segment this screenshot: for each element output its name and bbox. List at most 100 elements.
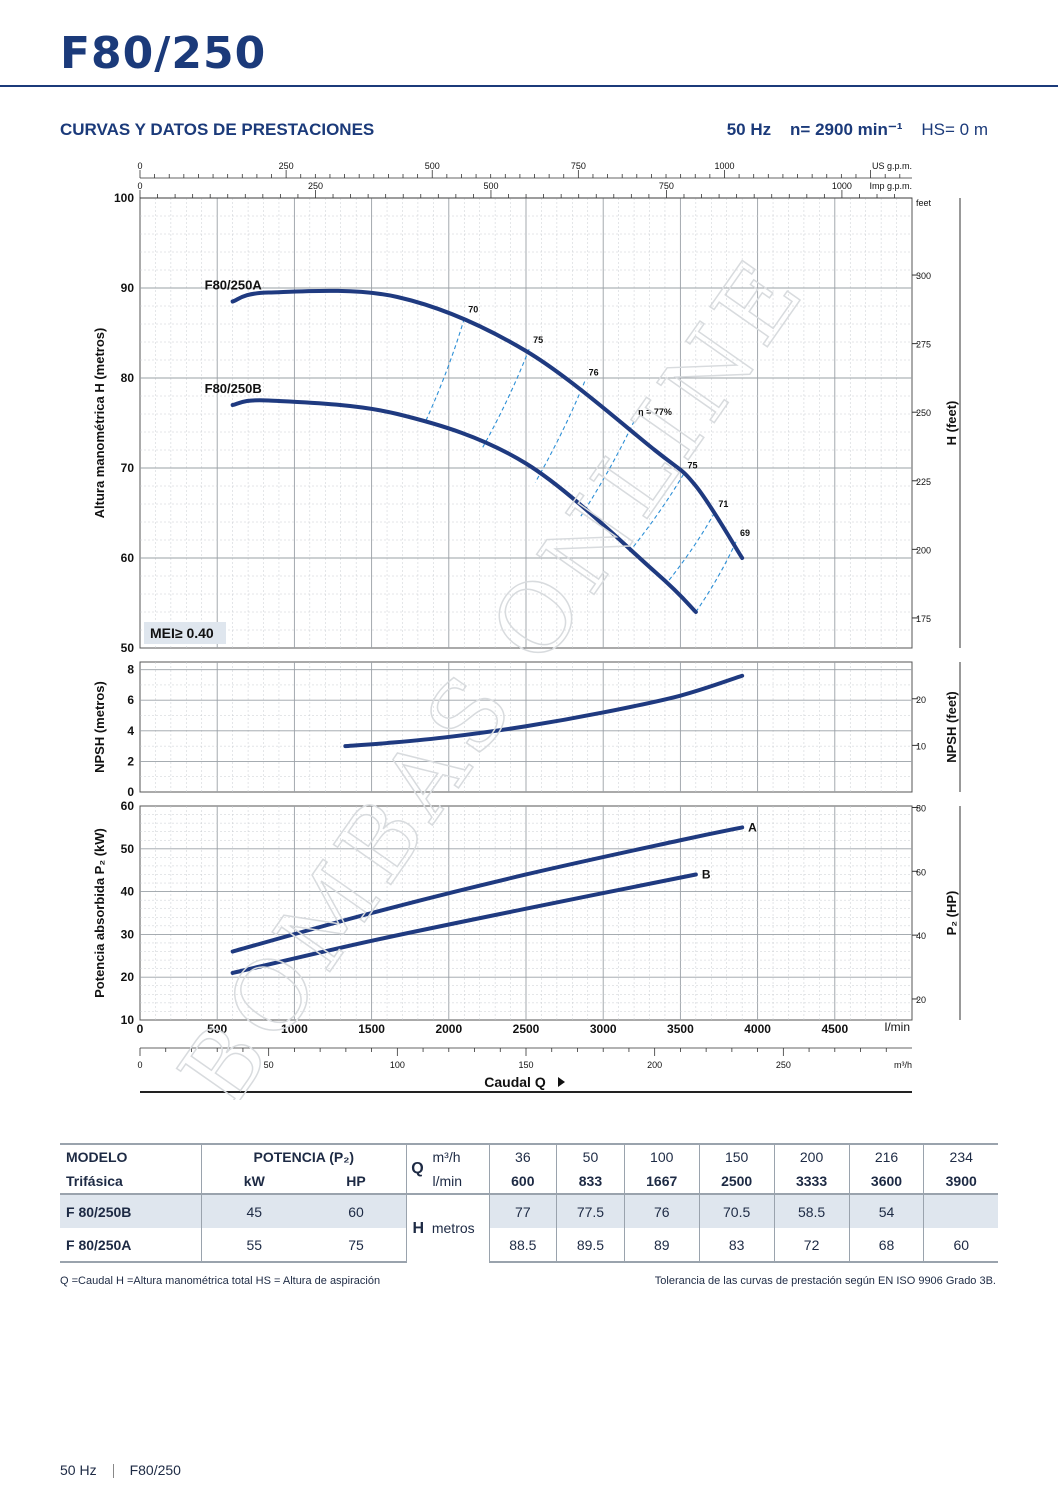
efficiency-label: 75 [533, 335, 543, 345]
tolerance-note: Tolerancia de las curvas de prestación s… [654, 1275, 996, 1287]
power-series-curve [230, 872, 698, 975]
m3h-tick-label: 150 [518, 1060, 533, 1070]
section-title: CURVAS Y DATOS DE PRESTACIONES [60, 120, 375, 139]
flow-m3h-cell: 50 [556, 1143, 625, 1169]
row-kw: 45 [201, 1193, 307, 1228]
head-right-unit: feet [916, 198, 932, 208]
series-label: F80/250A [205, 278, 263, 293]
secondary-tick-label: 250 [308, 181, 323, 191]
secondary-tick-label: 500 [483, 181, 498, 191]
power-right-tick-label: 20 [916, 995, 926, 1005]
m3h-tick-label: 0 [137, 1060, 142, 1070]
xtick-label: 2000 [435, 1022, 462, 1036]
hs-label: HS= 0 m [921, 120, 988, 139]
secondary-tick-label: 1000 [714, 161, 734, 171]
col-hp: HP [346, 1173, 366, 1189]
power-ytick-label: 10 [121, 1013, 135, 1027]
flow-m3h-cell: 100 [623, 1143, 700, 1169]
power-right-tick-label: 60 [916, 867, 926, 877]
efficiency-label: 75 [687, 460, 697, 470]
series-label: B [702, 867, 711, 881]
unit-lmin: l/min [432, 1173, 463, 1189]
npsh-ytick-label: 4 [127, 724, 134, 738]
h-label-cell: H metros [405, 1193, 490, 1262]
col-power: POTENCIA (P₂) [201, 1143, 407, 1169]
row-h-cell: 88.5 [488, 1228, 557, 1263]
x-axis-arrow-icon [558, 1077, 565, 1087]
npsh-ytick-label: 0 [127, 785, 134, 799]
q-label: Q [405, 1143, 429, 1194]
head-ytick-label: 70 [121, 461, 135, 475]
efficiency-label: 69 [740, 528, 750, 538]
row-h-cell: 77.5 [556, 1193, 625, 1228]
secondary-tick-label: 0 [137, 161, 142, 171]
power-ytick-label: 50 [121, 842, 135, 856]
power-right-tick-label: 80 [916, 803, 926, 813]
h-unit: metros [431, 1219, 475, 1236]
row-h-cell: 70.5 [698, 1193, 775, 1228]
row-h-cell: 54 [848, 1193, 924, 1228]
head-ytick-label: 60 [121, 551, 135, 565]
flow-lmin-cell: 3900 [923, 1169, 998, 1194]
row-h-cell: 58.5 [773, 1193, 850, 1228]
series-label: A [748, 820, 757, 834]
row-h-cell: 89.5 [556, 1228, 625, 1263]
npsh-right-tick-label: 10 [916, 741, 926, 751]
x-unit-label: l/min [885, 1020, 910, 1034]
secondary-tick-label: 0 [137, 181, 142, 191]
power-right-tick-label: 40 [916, 931, 926, 941]
footer-divider [112, 1464, 114, 1479]
row-h-cell: 60 [923, 1228, 998, 1263]
col-kw: kW [201, 1169, 307, 1194]
npsh-series-curve [343, 673, 745, 749]
row-h-cell: 76 [623, 1193, 700, 1228]
unit-m3h: m³/h [428, 1143, 490, 1169]
col-model: MODELO [60, 1143, 202, 1169]
flow-m3h-cell: 234 [923, 1143, 998, 1169]
flow-m3h-cell: 200 [773, 1143, 850, 1169]
row-h-cell: 77 [488, 1193, 557, 1228]
xtick-label: 4000 [744, 1022, 771, 1036]
power-ytick-label: 60 [121, 799, 135, 813]
row-hp: 60 [306, 1193, 407, 1228]
series-label: F80/250B [205, 381, 262, 396]
legend-note: Q =Caudal H =Altura manométrica total HS… [60, 1275, 381, 1287]
head-right-tick-label: 250 [916, 408, 931, 418]
mei-badge: MEI≥ 0.40 [150, 625, 214, 641]
efficiency-label: 71 [718, 499, 728, 509]
x-axis-label: Caudal Q [484, 1074, 546, 1090]
npsh-ytick-label: 2 [127, 754, 134, 768]
h-label: H [412, 1219, 425, 1237]
secondary-tick-label: 750 [659, 181, 674, 191]
head-ytick-label: 90 [121, 281, 135, 295]
secondary-tick-label: 250 [279, 161, 294, 171]
row-model: F 80/250A [60, 1228, 202, 1263]
power-ytick-label: 20 [121, 970, 135, 984]
page-title: F80/250 [60, 28, 267, 79]
m3h-tick-label: 250 [776, 1060, 791, 1070]
row-h-cell: 83 [698, 1228, 775, 1263]
secondary-tick-label: 1000 [832, 181, 852, 191]
row-h-cell [923, 1193, 998, 1228]
head-ytick-label: 100 [114, 191, 134, 205]
head-ytick-label: 80 [121, 371, 135, 385]
secondary-tick-label: 500 [425, 161, 440, 171]
npsh-right-label: NPSH (feet) [944, 691, 959, 763]
row-h-cell: 72 [773, 1228, 850, 1263]
power-ytick-label: 40 [121, 885, 135, 899]
head-right-tick-label: 275 [916, 340, 931, 350]
npsh-ytick-label: 6 [127, 693, 134, 707]
operating-conditions: 50 Hz n= 2900 min⁻¹ HS= 0 m [727, 120, 988, 140]
xtick-label: 0 [137, 1022, 144, 1036]
footer-model: F80/250 [129, 1462, 181, 1478]
row-model: F 80/250B [60, 1193, 202, 1228]
efficiency-label: 70 [468, 305, 478, 315]
head-ylabel: Altura manométrica H (metros) [92, 328, 107, 519]
col-model-sub: Trifásica [66, 1173, 123, 1189]
head-right-label: H (feet) [944, 401, 959, 446]
npsh-ylabel: NPSH (metros) [92, 681, 107, 773]
secondary-axis-label: US g.p.m. [872, 161, 912, 171]
secondary-tick-label: 750 [571, 161, 586, 171]
xtick-label: 3500 [667, 1022, 694, 1036]
